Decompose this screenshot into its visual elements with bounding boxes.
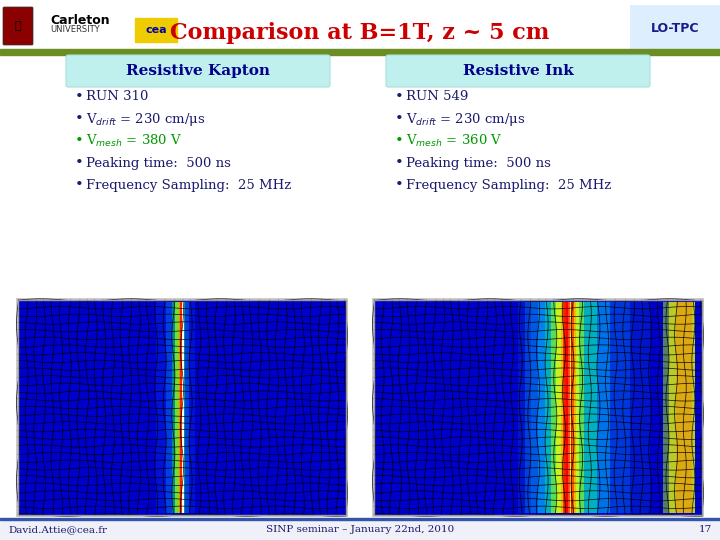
Text: •: • xyxy=(75,178,84,192)
Text: 🏛: 🏛 xyxy=(14,21,22,31)
Bar xyxy=(0,520,720,540)
Text: •: • xyxy=(395,156,404,170)
Bar xyxy=(0,518,720,520)
Text: V$_{mesh}$ = 360 V: V$_{mesh}$ = 360 V xyxy=(406,133,503,149)
Bar xyxy=(372,298,704,517)
Text: UNIVERSITY: UNIVERSITY xyxy=(50,25,99,35)
Text: •: • xyxy=(75,112,84,126)
FancyBboxPatch shape xyxy=(3,7,33,45)
Text: V$_{drift}$ = 230 cm/μs: V$_{drift}$ = 230 cm/μs xyxy=(406,111,526,127)
Bar xyxy=(181,302,184,513)
Bar xyxy=(135,18,177,42)
Bar xyxy=(18,300,346,515)
Text: cea: cea xyxy=(145,25,167,35)
Text: •: • xyxy=(395,134,404,148)
Bar xyxy=(0,0,720,50)
Text: Comparison at B=1T, z ~ 5 cm: Comparison at B=1T, z ~ 5 cm xyxy=(171,22,549,44)
Text: Resistive Ink: Resistive Ink xyxy=(463,64,573,78)
Text: •: • xyxy=(395,112,404,126)
Bar xyxy=(176,302,184,513)
Bar xyxy=(172,302,185,513)
Bar xyxy=(518,302,649,513)
Text: V$_{drift}$ = 230 cm/μs: V$_{drift}$ = 230 cm/μs xyxy=(86,111,205,127)
Text: •: • xyxy=(75,156,84,170)
FancyBboxPatch shape xyxy=(66,55,330,87)
Text: SINP seminar – January 22nd, 2010: SINP seminar – January 22nd, 2010 xyxy=(266,525,454,535)
Text: V$_{mesh}$ = 380 V: V$_{mesh}$ = 380 V xyxy=(86,133,182,149)
Text: Peaking time:  500 ns: Peaking time: 500 ns xyxy=(86,157,231,170)
Text: RUN 310: RUN 310 xyxy=(86,91,148,104)
Bar xyxy=(569,302,570,513)
Bar xyxy=(561,302,576,513)
Bar xyxy=(562,302,570,513)
Bar xyxy=(16,298,348,517)
Text: LO-TPC: LO-TPC xyxy=(651,22,699,35)
Text: Peaking time:  500 ns: Peaking time: 500 ns xyxy=(406,157,551,170)
Bar xyxy=(566,302,572,513)
Bar xyxy=(669,302,696,513)
Bar xyxy=(630,5,720,50)
Text: 17: 17 xyxy=(698,525,712,535)
Text: •: • xyxy=(395,90,404,104)
Text: Frequency Sampling:  25 MHz: Frequency Sampling: 25 MHz xyxy=(406,179,611,192)
Text: David.Attie@cea.fr: David.Attie@cea.fr xyxy=(8,525,107,535)
Bar xyxy=(531,302,630,513)
Bar xyxy=(374,300,702,515)
Text: •: • xyxy=(75,134,84,148)
Bar xyxy=(166,302,189,513)
Bar xyxy=(0,49,720,55)
Text: Carleton: Carleton xyxy=(50,14,109,26)
FancyBboxPatch shape xyxy=(386,55,650,87)
Bar xyxy=(179,302,184,513)
Text: RUN 549: RUN 549 xyxy=(406,91,469,104)
Bar xyxy=(556,302,579,513)
Bar xyxy=(0,0,220,50)
Bar xyxy=(662,302,696,513)
Bar xyxy=(538,302,610,513)
Bar xyxy=(18,300,346,515)
Bar xyxy=(551,302,584,513)
Bar xyxy=(567,302,572,513)
Bar xyxy=(544,302,597,513)
Text: Resistive Kapton: Resistive Kapton xyxy=(126,64,270,78)
Bar xyxy=(374,300,702,515)
Text: •: • xyxy=(75,90,84,104)
Bar xyxy=(156,302,195,513)
Text: Frequency Sampling:  25 MHz: Frequency Sampling: 25 MHz xyxy=(86,179,292,192)
Bar xyxy=(180,302,184,513)
Bar xyxy=(182,302,184,513)
Bar xyxy=(676,302,692,513)
Bar xyxy=(564,302,574,513)
Text: •: • xyxy=(395,178,404,192)
Bar xyxy=(525,302,544,513)
